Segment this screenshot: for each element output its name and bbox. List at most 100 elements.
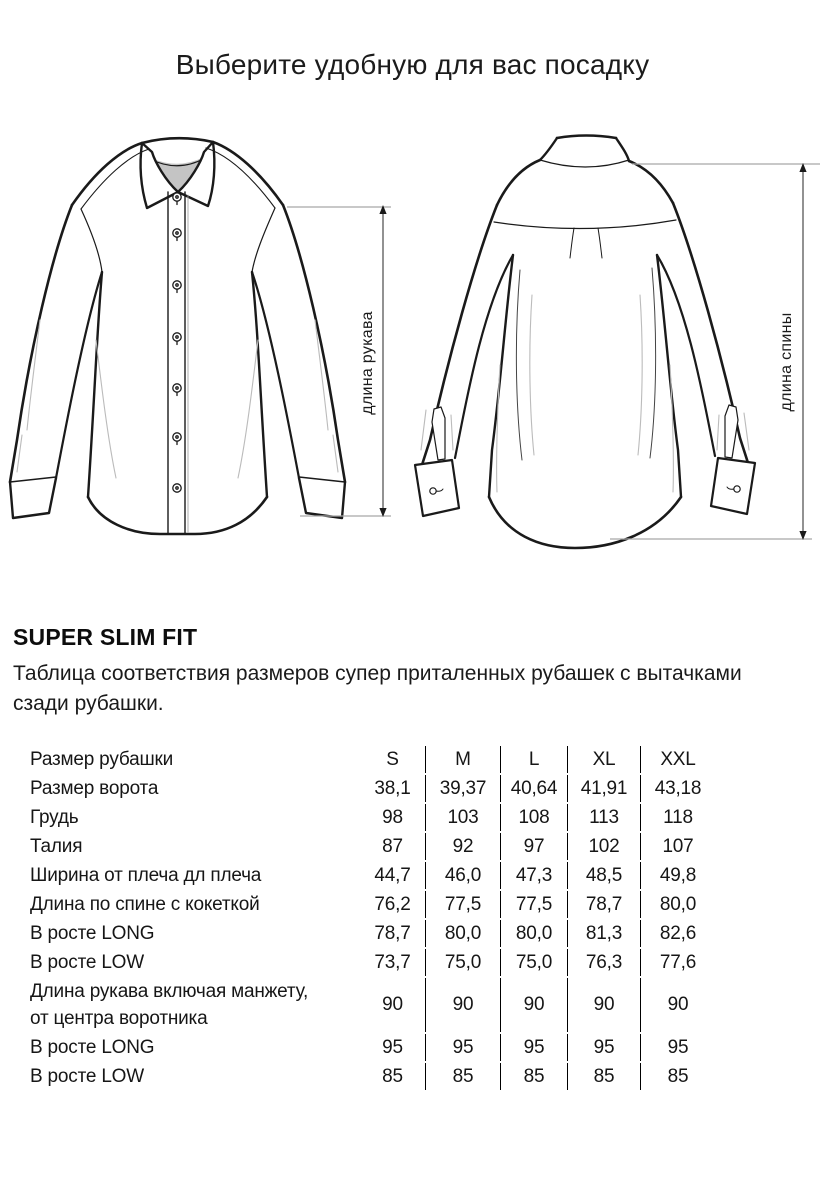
fit-description-line: Таблица соответствия размеров супер прит… [13,662,742,685]
table-row: Ширина от плеча дл плеча 44,7 46,0 47,3 48,5… [30,862,720,889]
table-row: В росте LONG 78,7 80,0 80,0 81,3 82,6 [30,920,720,947]
size-value-cell: 76,2 [374,893,411,915]
left-sleeve-placket [431,406,446,461]
size-value-cell: 76,3 [567,949,640,976]
table-row: В росте LONG 95 95 95 95 95 [30,1034,720,1061]
back-fold-lines [420,294,750,493]
table-row: Размер рубашки S M L XL XXL [30,746,720,773]
size-value-cell: 95 [640,1034,715,1061]
size-value-cell: 98 [382,806,403,828]
size-value-cell: 81,3 [567,920,640,947]
arrow-up-icon [379,205,387,214]
table-row: Размер ворота 38,1 39,37 40,64 41,91 43,18 [30,775,720,802]
size-header-cell: M [425,746,500,773]
size-value-cell: 113 [567,804,640,831]
size-value-cell: 90 [567,978,640,1032]
size-value-cell: 82,6 [640,920,715,947]
size-value-cell: 85 [425,1063,500,1090]
size-value-cell: 90 [500,978,567,1032]
row-label: В росте LONG [30,923,155,944]
size-value-cell: 46,0 [425,862,500,889]
table-row: Талия 87 92 97 102 107 [30,833,720,860]
back-length-dimension: длина спины [610,163,820,540]
row-label: Длина по спине с кокеткой [30,894,260,915]
size-value-cell: 77,5 [500,891,567,918]
row-label: Размер ворота [30,778,159,799]
shirt-front-illustration [8,136,347,536]
fit-heading: SUPER SLIM FIT [13,624,198,650]
front-right-sleeve [281,203,347,484]
size-value-cell: 77,6 [640,949,715,976]
size-value-cell: 90 [640,978,715,1032]
row-label: В росте LOW [30,1066,144,1087]
back-length-label: длина спины [778,312,795,411]
front-body [86,270,104,499]
page-title: Выберите удобную для вас посадку [175,49,650,80]
size-value-cell: 95 [500,1034,567,1061]
size-value-cell: 92 [425,833,500,860]
sleeve-length-dimension: длина рукава [287,205,391,517]
back-right-sleeve [671,201,751,468]
front-buttons [172,192,182,493]
size-value-cell: 95 [382,1036,403,1058]
front-fold-lines [16,319,339,479]
size-value-cell: 107 [640,833,715,860]
sleeve-length-label: длина рукава [359,311,376,415]
collar-right-leaf [176,140,216,208]
size-value-cell: 80,0 [640,891,715,918]
front-left-sleeve [8,203,74,484]
shirt-back-illustration [413,134,757,550]
fit-description-line: сзади рубашки. [13,692,164,715]
size-value-cell: 73,7 [374,951,411,973]
size-value-cell: 80,0 [425,920,500,947]
size-header-cell: XL [567,746,640,773]
back-body [487,253,515,499]
size-header-cell: XXL [640,746,715,773]
back-collar [555,134,618,140]
row-label: В росте LOW [30,952,144,973]
size-header-cell: S [386,748,399,770]
table-row: Длина по спине с кокеткой 76,2 77,5 77,5 78,… [30,891,720,918]
size-value-cell: 75,0 [425,949,500,976]
shirt-diagrams: длина рукава [8,134,820,550]
size-value-cell: 102 [567,833,640,860]
arrow-up-icon [799,163,807,172]
size-value-cell: 90 [382,994,403,1015]
row-label: Ширина от плеча дл плеча [30,865,262,886]
table-row: В росте LOW 85 85 85 85 85 [30,1063,720,1090]
size-value-cell: 97 [500,833,567,860]
yoke-seam [493,219,677,230]
size-value-cell: 48,5 [567,862,640,889]
size-value-cell: 80,0 [500,920,567,947]
size-value-cell: 77,5 [425,891,500,918]
table-row: В росте LOW 73,7 75,0 75,0 76,3 77,6 [30,949,720,976]
back-left-sleeve [419,203,499,470]
collar-band [140,136,215,145]
row-label: Грудь [30,807,79,828]
size-value-cell: 108 [500,804,567,831]
row-label: Длина рукава включая манжету, от центра в… [30,981,309,1029]
size-value-cell: 44,7 [374,864,411,886]
table-row: Длина рукава включая манжету, от центра в… [30,978,720,1032]
size-header-cell: L [500,746,567,773]
size-value-cell: 87 [382,835,403,857]
collar-inner-shade [151,157,204,193]
size-value-cell: 95 [567,1034,640,1061]
arrow-down-icon [379,508,387,517]
right-sleeve-placket [724,404,739,459]
collar-left-leaf [139,141,180,210]
size-value-cell: 78,7 [567,891,640,918]
size-value-cell: 40,64 [500,775,567,802]
size-value-cell: 75,0 [500,949,567,976]
size-value-cell: 85 [500,1063,567,1090]
size-value-cell: 78,7 [374,922,411,944]
size-value-cell: 95 [425,1034,500,1061]
size-value-cell: 118 [640,804,715,831]
size-value-cell: 47,3 [500,862,567,889]
size-table: Размер рубашки S M L XL XXL Размер ворота 38,1 3… [30,746,720,1092]
fit-description: Таблица соответствия размеров супер прит… [13,659,813,719]
size-value-cell: 49,8 [640,862,715,889]
row-label: В росте LONG [30,1037,155,1058]
size-value-cell: 85 [567,1063,640,1090]
